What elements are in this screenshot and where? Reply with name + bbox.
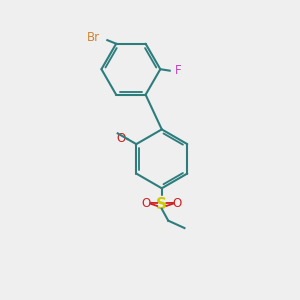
Text: O: O (117, 133, 126, 146)
Text: Br: Br (87, 31, 100, 44)
Text: S: S (156, 197, 167, 212)
Text: F: F (175, 64, 182, 77)
Text: O: O (172, 197, 182, 210)
Text: O: O (142, 197, 151, 210)
